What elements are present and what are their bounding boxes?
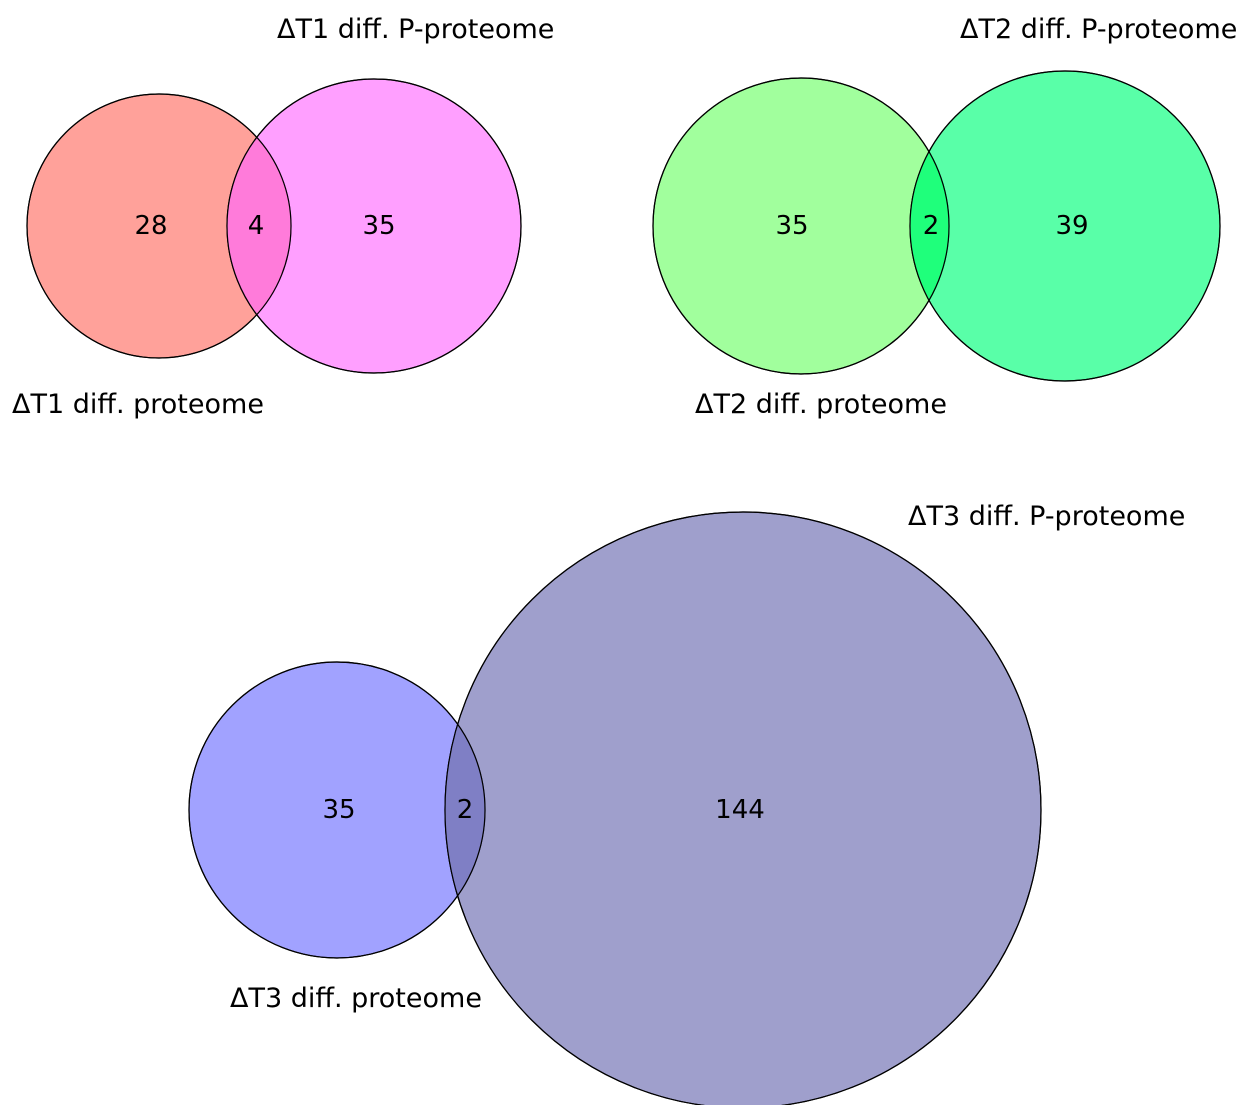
t1-overlap-count: 4 — [248, 211, 265, 241]
t2-proteome-label: ΔT2 diff. proteome — [695, 389, 947, 420]
t1-proteome-outline — [26, 93, 292, 359]
t2-left-count: 35 — [775, 211, 808, 241]
t1-right-count: 35 — [362, 211, 395, 241]
t2-right-count: 39 — [1055, 211, 1088, 241]
t3-p-proteome-outline — [444, 511, 1042, 1105]
t3-proteome-label: ΔT3 diff. proteome — [230, 983, 482, 1014]
t2-proteome-outline — [652, 77, 950, 375]
t2-p-proteome-label: ΔT2 diff. P-proteome — [960, 14, 1237, 45]
t1-proteome-label: ΔT1 diff. proteome — [12, 389, 264, 420]
t3-left-count: 35 — [322, 795, 355, 825]
venn-diagram-t2: 35 2 39 ΔT2 diff. P-proteome ΔT2 diff. p… — [652, 14, 1237, 420]
t3-right-count: 144 — [715, 795, 765, 825]
t1-p-proteome-label: ΔT1 diff. P-proteome — [277, 14, 554, 45]
t2-overlap-count: 2 — [923, 211, 940, 241]
t3-overlap-count: 2 — [457, 795, 474, 825]
t1-p-proteome-outline — [226, 78, 522, 374]
t3-proteome-outline — [188, 661, 486, 959]
t3-p-proteome-label: ΔT3 diff. P-proteome — [908, 501, 1185, 532]
t1-left-count: 28 — [134, 211, 167, 241]
t2-p-proteome-outline — [909, 70, 1221, 382]
venn-diagram-t1: 28 4 35 ΔT1 diff. P-proteome ΔT1 diff. p… — [12, 14, 554, 420]
venn-diagram-t3: 35 2 144 ΔT3 diff. P-proteome ΔT3 diff. … — [188, 501, 1185, 1105]
